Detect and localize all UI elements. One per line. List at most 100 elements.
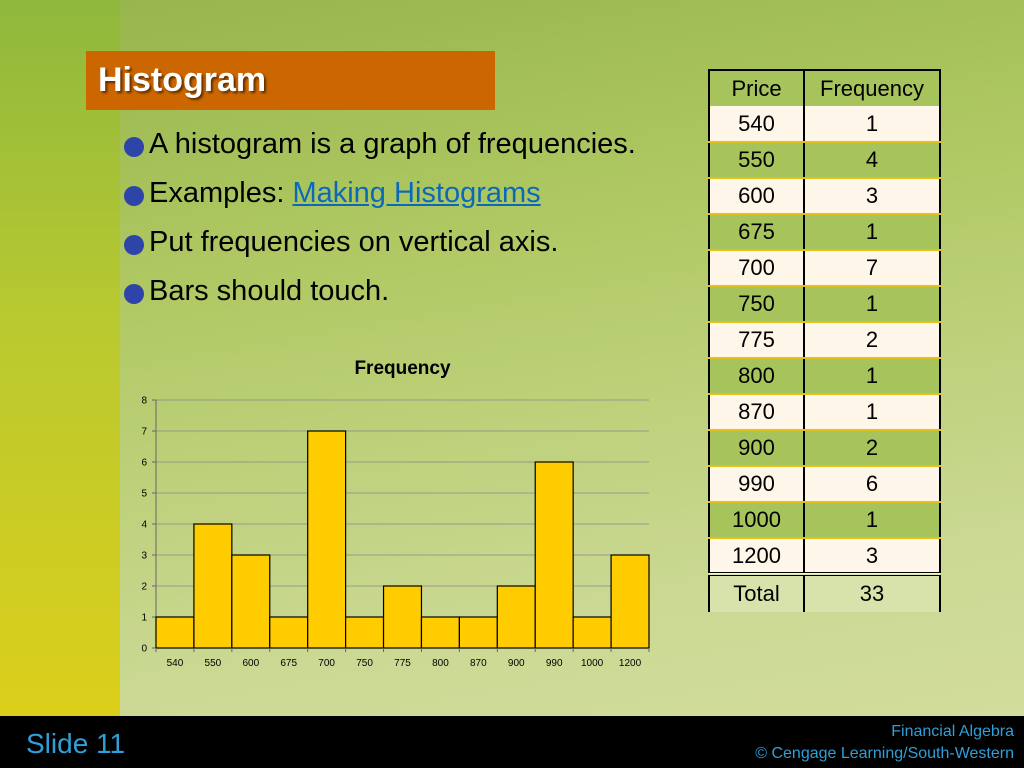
x-tick-label: 700	[318, 658, 335, 669]
price-cell: 1000	[708, 502, 805, 539]
y-tick-label: 8	[141, 396, 147, 407]
frequency-cell: 7	[803, 250, 941, 287]
table-row: 675 1	[708, 214, 941, 251]
y-tick-label: 6	[141, 458, 147, 469]
histogram-bar	[458, 616, 498, 649]
table-total-row: Total 33	[708, 572, 941, 612]
bullet-dot-icon	[124, 186, 144, 206]
x-tick-label: 990	[546, 658, 563, 669]
price-cell: 1200	[708, 538, 805, 575]
price-cell: 990	[708, 466, 805, 503]
price-cell: 870	[708, 394, 805, 431]
histogram-svg: Frequency 0 1 2 3 4 5 6 7 8 540 550 600 675 700 750 775 8…	[141, 358, 650, 669]
frequency-cell: 3	[803, 538, 941, 575]
y-tick-label: 7	[141, 427, 147, 438]
histogram-bar	[269, 616, 309, 649]
histogram-chart: Frequency 0 1 2 3 4 5 6 7 8 540 550 600 675 700 750 775 8…	[130, 352, 660, 682]
x-tick-label: 540	[167, 658, 184, 669]
frequency-cell: 1	[803, 394, 941, 431]
frequency-cell: 2	[803, 322, 941, 359]
x-tick-label: 600	[242, 658, 259, 669]
bullet-text: A histogram is a graph of frequencies.	[149, 128, 636, 160]
table-row: 600 3	[708, 178, 941, 215]
histogram-bar	[382, 585, 423, 649]
left-accent-strip	[0, 0, 120, 716]
histogram-bar	[610, 554, 650, 649]
x-tick-label: 750	[356, 658, 373, 669]
table-row: 540 1	[708, 106, 941, 143]
x-tick-label: 1000	[581, 658, 604, 669]
y-tick-label: 1	[141, 613, 147, 624]
y-tick-label: 5	[141, 489, 147, 500]
table-row: 990 6	[708, 466, 941, 503]
total-value: 33	[803, 572, 941, 612]
table-row: 1200 3	[708, 538, 941, 575]
slide-number: Slide 11	[26, 728, 126, 759]
bullet-dot-icon	[124, 137, 144, 157]
frequency-cell: 1	[803, 502, 941, 539]
histogram-bar	[307, 430, 347, 649]
price-cell: 550	[708, 142, 805, 179]
bullet-item-3: Put frequencies on vertical axis.	[124, 222, 684, 271]
x-tick-label: 900	[508, 658, 525, 669]
total-label: Total	[708, 572, 805, 612]
y-tick-label: 4	[141, 520, 147, 531]
frequency-cell: 4	[803, 142, 941, 179]
x-tick-label: 1200	[619, 658, 642, 669]
x-tick-label: 550	[205, 658, 222, 669]
bullet-text: Examples:	[149, 177, 293, 209]
header-frequency: Frequency	[803, 69, 941, 106]
footer-copyright: © Cengage Learning/South-Western	[755, 745, 1014, 762]
frequency-table: Price Frequency 540 1 550 4 600 3 675 1 700 7 750 1…	[708, 69, 941, 612]
table-row: 870 1	[708, 394, 941, 431]
histogram-bar	[155, 616, 195, 649]
slide-title: Histogram	[98, 61, 267, 99]
table-row: 800 1	[708, 358, 941, 395]
histogram-bar	[534, 461, 574, 649]
histogram-bar	[420, 616, 460, 649]
header-price: Price	[708, 69, 805, 106]
price-cell: 600	[708, 178, 805, 215]
y-tick-label: 3	[141, 551, 147, 562]
x-tick-label: 870	[470, 658, 487, 669]
bullet-text: Put frequencies on vertical axis.	[149, 226, 559, 258]
price-cell: 700	[708, 250, 805, 287]
histogram-bar	[345, 616, 385, 649]
bullet-item-1: A histogram is a graph of frequencies.	[124, 124, 684, 173]
histogram-bar	[572, 616, 612, 649]
frequency-cell: 1	[803, 214, 941, 251]
price-cell: 775	[708, 322, 805, 359]
table-row: 1000 1	[708, 502, 941, 539]
price-cell: 675	[708, 214, 805, 251]
price-cell: 540	[708, 106, 805, 143]
footer-bar: Slide 11 Financial Algebra © Cengage Lea…	[0, 716, 1024, 768]
price-cell: 750	[708, 286, 805, 323]
chart-title: Frequency	[354, 358, 451, 379]
bullet-dot-icon	[124, 284, 144, 304]
frequency-cell: 2	[803, 430, 941, 467]
x-tick-label: 800	[432, 658, 449, 669]
footer-course: Financial Algebra	[891, 723, 1014, 740]
frequency-cell: 1	[803, 106, 941, 143]
title-box: Histogram	[86, 51, 495, 110]
table-row: 550 4	[708, 142, 941, 179]
table-row: 775 2	[708, 322, 941, 359]
frequency-cell: 1	[803, 358, 941, 395]
y-tick-label: 2	[141, 582, 147, 593]
footer-credits: Financial Algebra © Cengage Learning/Sou…	[755, 721, 1014, 765]
x-tick-label: 775	[394, 658, 411, 669]
bullet-item-4: Bars should touch.	[124, 271, 684, 320]
price-cell: 800	[708, 358, 805, 395]
bullet-dot-icon	[124, 235, 144, 255]
price-cell: 900	[708, 430, 805, 467]
histogram-bar	[231, 554, 271, 649]
x-tick-label: 675	[280, 658, 297, 669]
y-tick-label: 0	[141, 644, 147, 655]
frequency-cell: 6	[803, 466, 941, 503]
making-histograms-link[interactable]: Making Histograms	[292, 177, 541, 209]
frequency-cell: 3	[803, 178, 941, 215]
bullet-item-2: Examples: Making Histograms	[124, 173, 684, 222]
histogram-bar	[193, 523, 233, 649]
table-header-row: Price Frequency	[708, 69, 941, 106]
histogram-bar	[496, 585, 536, 649]
